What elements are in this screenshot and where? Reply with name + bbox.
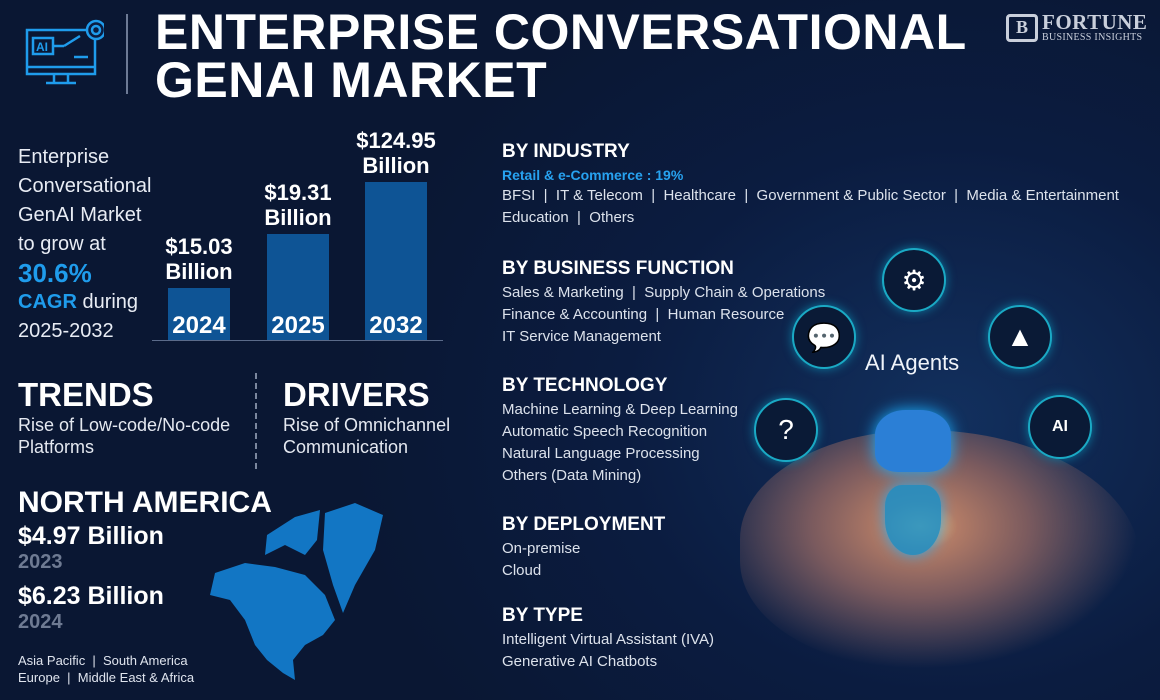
bar-year-label: 2032 [369,312,423,339]
search-question-icon: ? [754,398,818,462]
segment-highlight: Retail & e-Commerce : 19% [502,167,684,183]
svg-text:AI: AI [36,40,48,54]
page-title: ENTERPRISE CONVERSATIONAL GENAI MARKET [155,4,967,108]
forecast-period: 2025-2032 [18,320,114,342]
segment-technology: BY TECHNOLOGY Machine Learning & Deep Le… [502,375,738,487]
growth-summary: Enterprise Conversational GenAI Market t… [18,143,168,346]
region-title: NORTH AMERICA [18,486,272,519]
segment-line: Machine Learning & Deep Learning [502,401,738,418]
segment-line: Others (Data Mining) [502,467,642,484]
segment-title: BY DEPLOYMENT [502,514,666,535]
title-line-2: GENAI MARKET [155,52,548,108]
bar-data-label: $124.95 Billion [341,128,451,178]
intro-line: during [76,291,139,313]
market-size-bar-chart: 2024 $15.03 Billion 2025 $19.31 Billion 2032 $1… [152,120,443,340]
north-america-map-icon [210,503,383,680]
segment-line: Sales & Marketing | Supply Chain & Opera… [502,284,826,301]
bar-2032: 2032 [365,182,427,340]
ai-brain-icon: AI [1028,395,1092,459]
other-regions: Asia Pacific | South America Europe | Mi… [18,652,194,686]
segment-line: Intelligent Virtual Assistant (IVA) [502,631,715,648]
trends-section: TRENDS Rise of Low-code/No-code Platform… [18,376,230,458]
cagr-label: CAGR [18,291,77,313]
segment-line: Generative AI Chatbots [502,653,658,670]
bar-unit: Billion [264,205,332,230]
bar-unit: Billion [362,153,430,178]
segment-line: Cloud [502,562,542,579]
title-line-1: ENTERPRISE CONVERSATIONAL [155,4,967,60]
segment-line: IT Service Management [502,328,661,345]
bar-data-label: $15.03 Billion [144,234,254,284]
segment-title: BY TYPE [502,605,583,626]
bar-value: $124.95 [356,128,436,153]
segment-line: Finance & Accounting | Human Resource [502,306,785,323]
bar-value: $19.31 [264,180,332,205]
chat-bubbles-icon: 💬 [792,305,856,369]
segment-line: On-premise [502,540,581,557]
intro-line: GenAI Market [18,204,142,226]
section-divider [255,373,257,469]
intro-line: to grow at [18,233,106,255]
chart-baseline [152,340,443,341]
segment-line: Education | Others [502,209,635,226]
segment-line: Natural Language Processing [502,445,700,462]
segment-deployment: BY DEPLOYMENT On-premise Cloud [502,514,665,582]
drivers-text: Rise of Omnichannel [283,415,451,435]
segment-industry: BY INDUSTRY Retail & e-Commerce : 19% BF… [502,141,1119,229]
segment-line: Automatic Speech Recognition [502,423,708,440]
bar-2024: 2024 [168,288,230,340]
cagr-value: 30.6% [18,258,92,288]
bar-year-label: 2025 [271,312,325,339]
trends-text: Rise of Low-code/No-code [18,415,231,435]
regions-line: Asia Pacific | South America [18,653,188,668]
drivers-title: DRIVERS [283,376,430,413]
brand-logo: B FORTUNE BUSINESS INSIGHTS [1006,12,1147,43]
segment-title: BY TECHNOLOGY [502,375,668,396]
region-year: 2024 [18,611,63,633]
header-divider [126,14,128,94]
bar-year-label: 2024 [172,312,226,339]
gears-icon: ⚙ [882,248,946,312]
bar-2025: 2025 [267,234,329,340]
trends-text: Platforms [18,437,95,457]
robot-head-icon [875,410,951,472]
bar-unit: Billion [165,259,233,284]
intro-line: Enterprise [18,146,110,168]
intro-line: Conversational [18,175,152,197]
bar-data-label: $19.31 Billion [243,180,353,230]
segment-business-function: BY BUSINESS FUNCTION Sales & Marketing |… [502,258,825,348]
hand-image [740,430,1140,670]
robot-body-icon [885,485,941,555]
drivers-section: DRIVERS Rise of Omnichannel Communicatio… [283,376,450,458]
bar-value: $15.03 [165,234,233,259]
image-icon: ▲ [988,305,1052,369]
segment-title: BY INDUSTRY [502,141,630,162]
logo-subtitle: BUSINESS INSIGHTS [1042,32,1143,43]
region-value-2024: $6.23 Billion [18,582,164,610]
segment-title: BY BUSINESS FUNCTION [502,258,734,279]
drivers-text: Communication [283,437,409,457]
segment-type: BY TYPE Intelligent Virtual Assistant (I… [502,605,714,673]
ai-agents-illustration: ⚙ 💬 ▲ ? AI AI Agents [730,230,1160,700]
region-year: 2023 [18,551,63,573]
segment-line: BFSI | IT & Telecom | Healthcare | Gover… [502,187,1119,204]
regions-line: Europe | Middle East & Africa [18,670,195,685]
trends-title: TRENDS [18,376,154,413]
logo-name: FORTUNE [1042,10,1148,34]
ai-agents-caption: AI Agents [865,350,960,375]
logo-mark: B [1006,13,1038,42]
ai-monitor-gear-icon: AI [25,19,104,85]
region-value-2023: $4.97 Billion [18,522,164,550]
region-section: NORTH AMERICA $4.97 Billion 2023 $6.23 B… [18,486,272,634]
